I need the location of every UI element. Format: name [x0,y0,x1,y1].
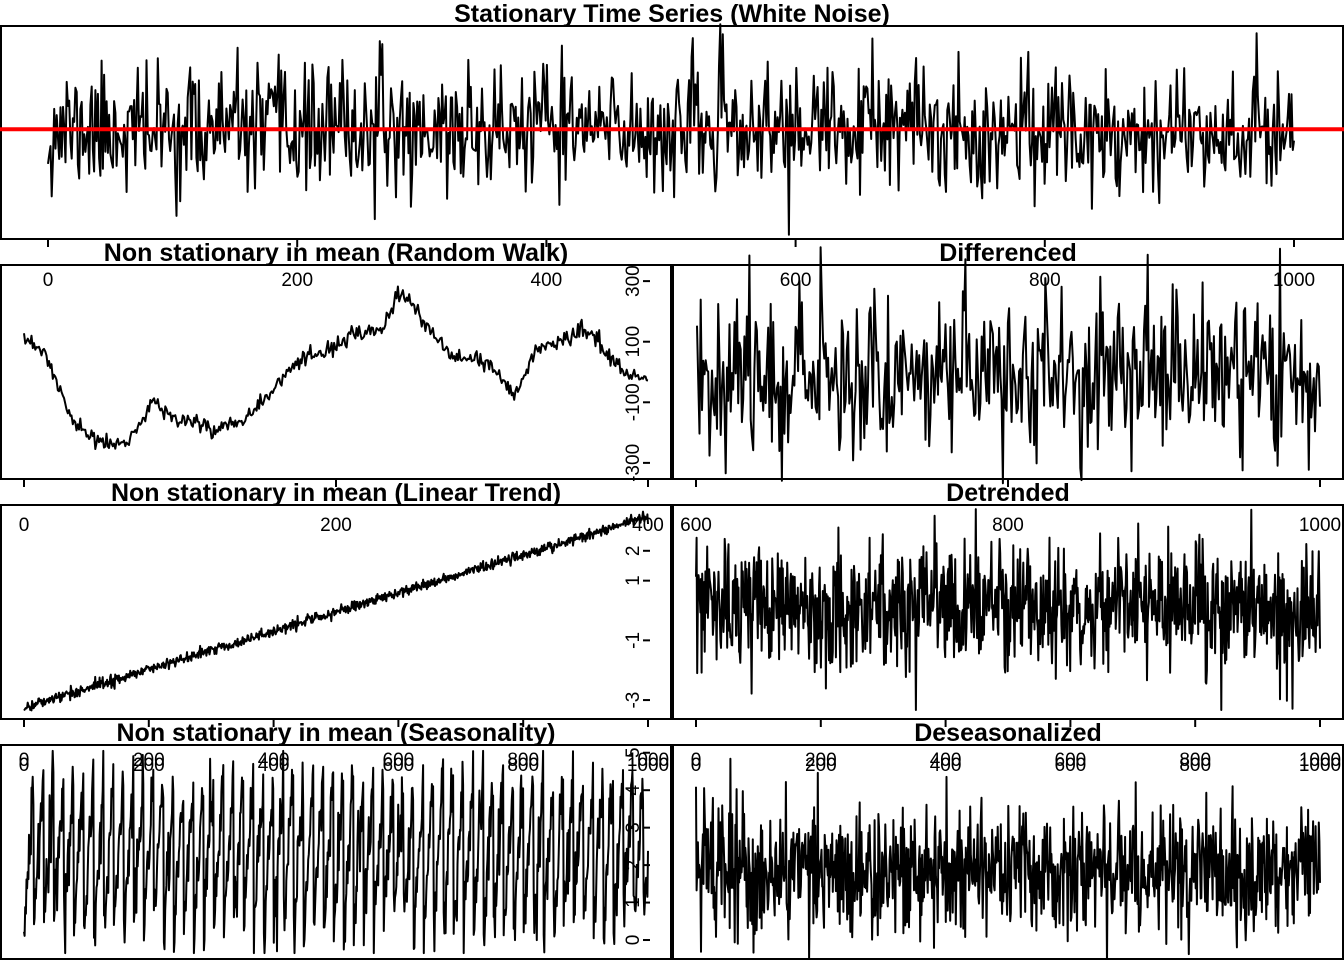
linear_trend-y-tick-label: 1 [623,575,644,586]
random_walk-frame [0,264,672,480]
linear_trend-y-tick-label: 2 [623,546,644,557]
deseasonalized-panel [672,744,1344,960]
detrended-x-tick-label: 600 [1055,755,1087,776]
differenced-series-line [696,246,1321,485]
linear_trend-frame [0,504,672,720]
white_noise-panel [0,23,1344,240]
differenced-x-tick-label: 1000 [1299,515,1341,536]
deseasonalized-x-tick-label: 0 [691,750,702,771]
detrended-panel [672,504,1344,720]
random_walk-annotations: 0 200 400 300 100 -100 -300 Non stationary in m… [19,239,664,536]
seasonality-y-tick-label: 1 [623,897,644,908]
white_noise-x-tick-label: 200 [281,270,313,291]
differenced-x-tick-label: 800 [992,515,1024,536]
differenced-annotations: 600 800 1000 Differenced [680,239,1341,536]
random_walk-y-tick-label: -300 [623,444,644,482]
white_noise-x-tick-label: 1000 [1273,270,1315,291]
seasonality-y-tick-label: 3 [623,822,644,833]
white_noise-x-tick-label: 600 [780,270,812,291]
white_noise-title: Stationary Time Series (White Noise) [454,0,890,28]
deseasonalized-x-tick-label: 600 [1055,750,1087,771]
seasonality-y-tick-label: 2 [623,860,644,871]
random_walk-panel [0,264,672,480]
random_walk-x-tick-label: 400 [632,515,664,536]
white_noise-annotations: 0 200 400 600 800 1000 Stationary Time Series … [43,0,1315,291]
deseasonalized-annotations: 0 200 400 600 800 1000 Deseasonalized [691,719,1341,771]
deseasonalized-x-tick-label: 400 [930,750,962,771]
detrended-x-tick-label: 200 [805,755,837,776]
seasonality-y-tick-label: 4 [623,784,644,795]
seasonality-x-tick-label: 1000 [627,750,669,771]
seasonality-frame [0,744,672,960]
random_walk-title: Non stationary in mean (Random Walk) [104,239,568,267]
seasonality-y-tick-label: 5 [623,747,644,758]
linear_trend-y-tick-label: -3 [623,692,644,709]
seasonality-x-tick-label: 200 [133,750,165,771]
seasonality-x-tick-label: 0 [19,750,30,771]
detrended-annotations: 0 200 400 600 800 1000 Detrended [691,479,1341,776]
detrended-title: Detrended [946,479,1070,507]
linear_trend-title: Non stationary in mean (Linear Trend) [111,479,561,507]
seasonality-y-tick-label: 0 [623,935,644,946]
deseasonalized-title: Deseasonalized [914,719,1102,747]
detrended-frame [672,504,1344,720]
differenced-x-tick-label: 600 [680,515,712,536]
random_walk-y-tick-label: -100 [623,383,644,421]
seasonality-panel [0,744,672,960]
seasonality-x-tick-label: 400 [258,750,290,771]
seasonality-series-line [23,749,649,955]
seasonality-x-tick-label: 600 [383,750,415,771]
white_noise-x-tick-label: 800 [1029,270,1061,291]
detrended-x-tick-label: 800 [1179,755,1211,776]
deseasonalized-frame [672,744,1344,960]
seasonality-title: Non stationary in mean (Seasonality) [117,719,556,747]
linear_trend-x-tick-label: 1000 [627,755,669,776]
deseasonalized-x-tick-label: 200 [805,750,837,771]
detrended-x-tick-label: 1000 [1299,755,1341,776]
deseasonalized-x-tick-label: 800 [1179,750,1211,771]
linear_trend-y-tick-label: -1 [623,632,644,649]
white_noise-frame [0,25,1344,240]
linear_trend-x-tick-label: 0 [19,755,30,776]
random_walk-y-tick-label: 300 [623,265,644,297]
differenced-panel [672,246,1344,485]
random_walk-x-tick-label: 200 [320,515,352,536]
white_noise-series-line [47,23,1295,236]
linear_trend-x-tick-label: 800 [507,755,539,776]
linear_trend-x-tick-label: 600 [383,755,415,776]
white_noise-x-tick-label: 0 [43,270,54,291]
linear_trend-series-line [23,510,649,712]
differenced-frame [672,264,1344,480]
detrended-x-tick-label: 400 [930,755,962,776]
random_walk-x-tick-label: 0 [19,515,30,536]
linear_trend-x-tick-label: 200 [133,755,165,776]
deseasonalized-x-tick-label: 1000 [1299,750,1341,771]
detrended-series-line [695,508,1321,711]
random_walk-y-tick-label: 100 [623,326,644,358]
white_noise-x-tick-label: 400 [531,270,563,291]
differenced-title: Differenced [939,239,1077,267]
linear_trend-panel [0,504,672,720]
deseasonalized-series-line [695,757,1321,960]
random_walk-series-line [23,285,649,450]
linear_trend-x-tick-label: 400 [258,755,290,776]
linear_trend-annotations: 0 200 400 600 800 1000 2 1 -1 -3 Non stationary in… [19,479,669,776]
seasonality-x-tick-label: 800 [507,750,539,771]
detrended-x-tick-label: 0 [691,755,702,776]
